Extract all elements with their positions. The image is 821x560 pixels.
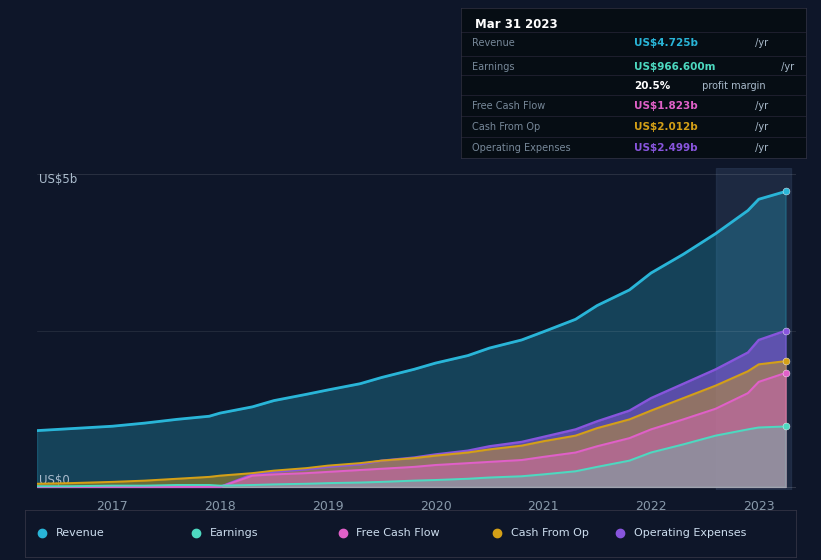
Text: US$1.823b: US$1.823b <box>634 101 698 111</box>
Text: /yr: /yr <box>752 38 768 48</box>
Text: Free Cash Flow: Free Cash Flow <box>356 529 440 538</box>
Text: Cash From Op: Cash From Op <box>472 122 540 132</box>
Text: US$2.012b: US$2.012b <box>634 122 698 132</box>
Text: Free Cash Flow: Free Cash Flow <box>472 101 545 111</box>
Text: US$0: US$0 <box>39 474 70 487</box>
Bar <box>716 168 791 490</box>
Text: Revenue: Revenue <box>56 529 104 538</box>
Text: /yr: /yr <box>752 143 768 153</box>
Text: Earnings: Earnings <box>472 62 514 72</box>
Text: /yr: /yr <box>752 122 768 132</box>
Text: 20.5%: 20.5% <box>634 81 670 91</box>
Text: US$4.725b: US$4.725b <box>634 38 698 48</box>
Text: US$2.499b: US$2.499b <box>634 143 697 153</box>
Text: Earnings: Earnings <box>210 529 259 538</box>
Text: profit margin: profit margin <box>699 81 766 91</box>
Text: Operating Expenses: Operating Expenses <box>472 143 571 153</box>
Text: Operating Expenses: Operating Expenses <box>635 529 746 538</box>
Text: US$966.600m: US$966.600m <box>634 62 715 72</box>
Text: Revenue: Revenue <box>472 38 515 48</box>
Text: Cash From Op: Cash From Op <box>511 529 589 538</box>
Text: /yr: /yr <box>778 62 794 72</box>
Text: /yr: /yr <box>752 101 768 111</box>
Text: Mar 31 2023: Mar 31 2023 <box>475 18 557 31</box>
Text: US$5b: US$5b <box>39 173 77 186</box>
